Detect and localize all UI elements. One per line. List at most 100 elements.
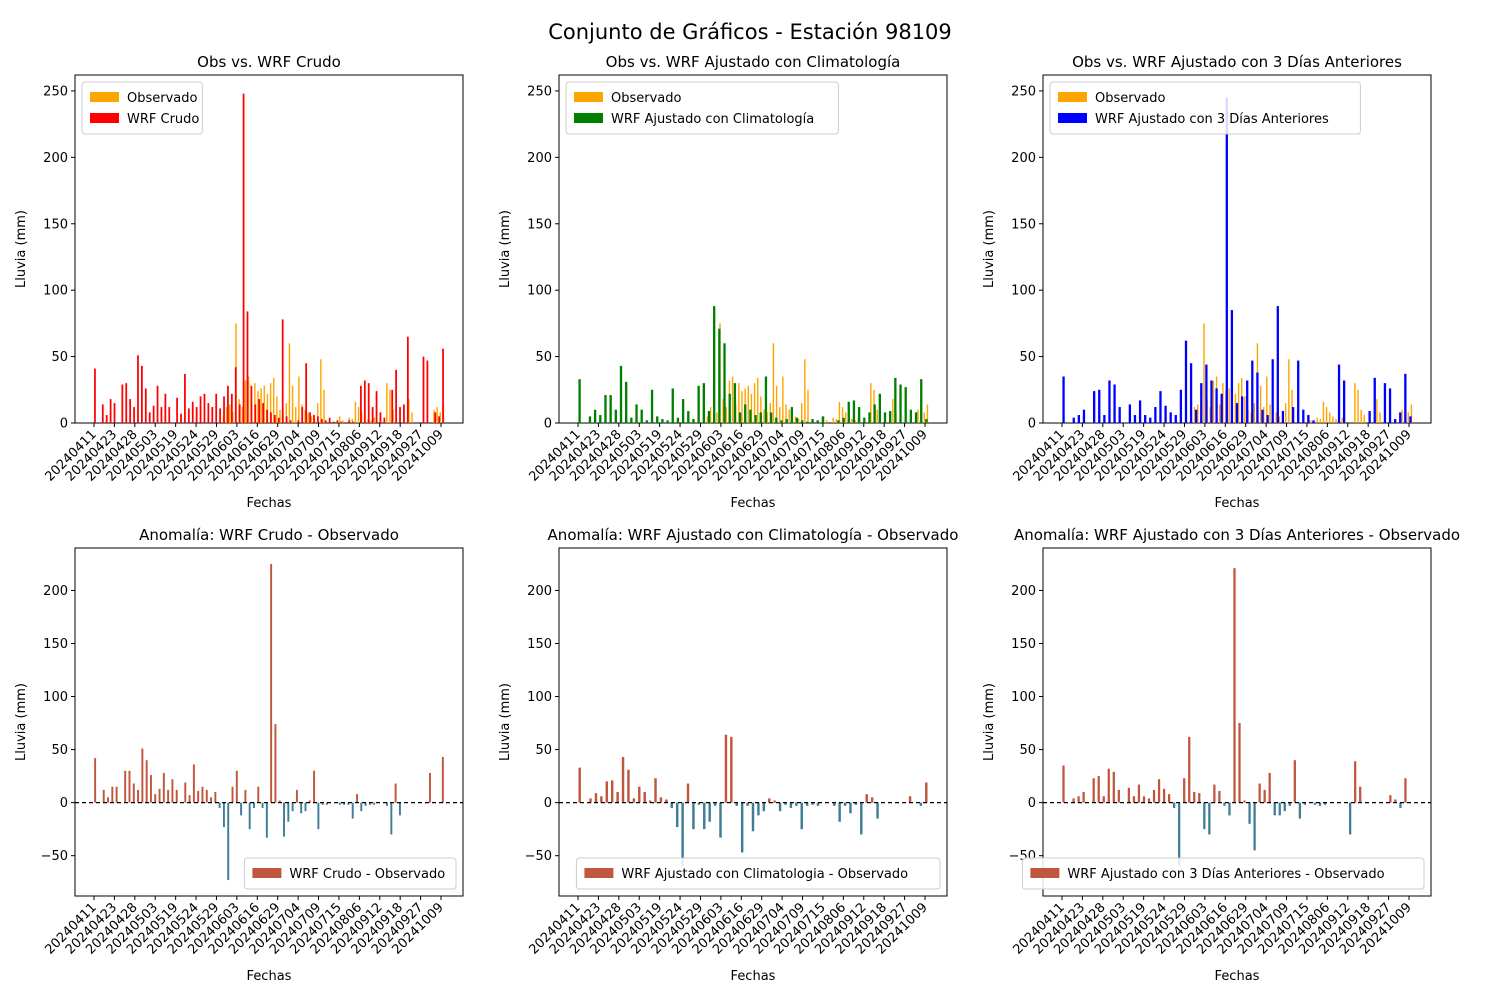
anomaly-bar — [616, 792, 619, 803]
bar-wrf — [262, 403, 265, 423]
y-tick-label: 150 — [1011, 217, 1036, 232]
anomaly-bar — [128, 770, 131, 803]
bar-wrf — [1184, 340, 1188, 423]
bar-observado — [351, 419, 353, 423]
bar-wrf — [426, 360, 429, 423]
bar-wrf — [399, 407, 401, 423]
bar-wrf — [873, 404, 876, 423]
y-axis-label: Lluvia (mm) — [982, 683, 997, 761]
bar-wrf — [1302, 409, 1305, 423]
bar-wrf — [168, 407, 171, 423]
bar-observado — [892, 399, 894, 423]
anomaly-bar — [248, 802, 251, 830]
bar-observado — [298, 376, 300, 423]
anomaly-bar — [1203, 802, 1206, 830]
anomaly-bar — [227, 802, 230, 881]
bar-observado — [263, 385, 265, 423]
anomaly-bar — [838, 802, 841, 822]
bar-wrf — [1409, 416, 1412, 423]
anomaly-bar — [654, 778, 657, 803]
bar-observado — [354, 401, 357, 423]
bar-wrf — [109, 399, 112, 423]
bar-wrf — [1399, 412, 1402, 423]
bar-wrf — [121, 384, 124, 423]
anomaly-bar — [210, 797, 213, 803]
anomaly-bar — [1193, 792, 1196, 803]
y-tick-label: 150 — [43, 637, 68, 652]
legend-swatch — [1058, 113, 1087, 123]
bar-wrf — [403, 404, 405, 423]
bar-wrf — [1388, 388, 1392, 423]
anomaly-bar — [137, 789, 140, 803]
bar-observado — [257, 391, 259, 423]
bar-observado — [1325, 407, 1328, 423]
legend: Observado WRF Crudo — [81, 81, 203, 135]
anomaly-bar — [274, 724, 277, 803]
bar-wrf — [438, 416, 441, 423]
bar-wrf — [764, 376, 768, 423]
bar-wrf — [250, 385, 253, 423]
legend: Observado WRF Ajustado con 3 Días Anterio… — [1049, 81, 1361, 135]
anomaly-bar — [1127, 787, 1131, 803]
bar-observado — [760, 396, 762, 423]
anomaly-bar — [368, 802, 371, 805]
anomaly-bar — [1399, 802, 1402, 808]
bar-wrf — [718, 328, 721, 423]
bar-observado — [1222, 383, 1224, 423]
bar-wrf — [1144, 415, 1147, 423]
bar-wrf — [176, 397, 178, 423]
bar-observado — [307, 412, 309, 423]
y-tick-label: 150 — [1011, 637, 1036, 652]
bar-wrf — [1128, 404, 1132, 423]
bar-wrf — [301, 407, 304, 423]
bar-wrf — [1200, 383, 1203, 423]
y-tick-label: −50 — [41, 849, 68, 864]
x-axis-label: Fechas — [1215, 496, 1260, 511]
bar-wrf — [1337, 364, 1341, 423]
y-axis-label: Lluvia (mm) — [982, 210, 997, 288]
anomaly-bar — [205, 789, 208, 803]
legend-swatch — [584, 868, 614, 878]
anomaly-bar — [789, 802, 793, 808]
bar-wrf — [125, 383, 128, 423]
bar-observado — [757, 377, 759, 423]
y-tick-label: 0 — [1028, 796, 1036, 811]
bar-wrf — [1225, 97, 1228, 424]
x-axis-label: Fechas — [731, 969, 776, 984]
legend-label: WRF Crudo — [127, 112, 199, 127]
bar-wrf — [101, 404, 104, 423]
bar-wrf — [1266, 415, 1269, 423]
y-tick-label: 150 — [43, 217, 68, 232]
anomaly-bar — [1263, 789, 1266, 803]
bar-wrf — [289, 420, 292, 423]
bar-observado — [370, 420, 372, 423]
y-axis-label: Lluvia (mm) — [498, 683, 513, 761]
bar-wrf — [904, 387, 907, 423]
bar-wrf — [332, 421, 335, 423]
anomaly-bar — [1157, 779, 1161, 803]
bar-wrf — [723, 343, 726, 423]
legend-label: WRF Ajustado con Climatologia - Observad… — [621, 867, 908, 882]
bar-observado — [835, 419, 837, 423]
anomaly-bar — [1167, 794, 1171, 803]
bar-wrf — [1393, 419, 1397, 423]
bar-wrf — [599, 415, 602, 423]
anomaly-bar — [860, 802, 863, 835]
bar-observado — [232, 412, 234, 423]
bar-observado — [917, 409, 919, 423]
chart-title: Anomalía: WRF Ajustado con Climatología … — [548, 526, 959, 544]
anomaly-bar — [665, 799, 668, 803]
anomaly-bar — [686, 783, 690, 803]
chart-panel-6: Anomalía: WRF Ajustado con 3 Días Anteri… — [982, 526, 1460, 984]
y-axis-label: Lluvia (mm) — [498, 210, 513, 288]
chart-title: Obs vs. WRF Ajustado con Climatología — [606, 53, 901, 71]
bar-observado — [1253, 403, 1255, 423]
anomaly-bar — [627, 769, 630, 803]
y-tick-label: −50 — [525, 849, 552, 864]
legend: WRF Ajustado con Climatologia - Observad… — [575, 857, 941, 890]
anomaly-bar — [1293, 760, 1296, 803]
bar-wrf — [442, 348, 444, 423]
bar-wrf — [744, 404, 747, 423]
bar-observado — [285, 403, 287, 423]
anomaly-bar — [1188, 736, 1191, 803]
